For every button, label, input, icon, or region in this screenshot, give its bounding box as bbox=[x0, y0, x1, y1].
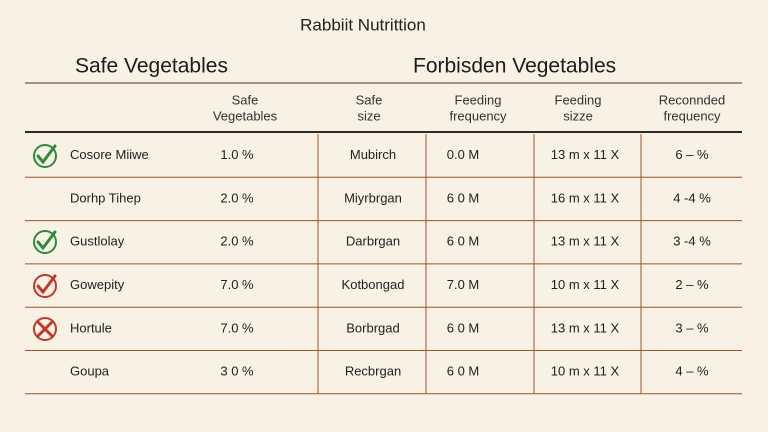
cell: 2 – % bbox=[675, 277, 709, 292]
cell: Darbrgan bbox=[346, 234, 400, 249]
cell: 6 0 M bbox=[447, 320, 480, 335]
cell: 13 m x 11 X bbox=[551, 234, 620, 249]
check-icon bbox=[33, 230, 57, 254]
cell: 6 – % bbox=[675, 147, 709, 162]
cell: 3 0 % bbox=[220, 364, 254, 379]
column-header: Vegetables bbox=[213, 108, 278, 123]
cell: 16 m x 11 X bbox=[551, 190, 620, 205]
warning-check-icon bbox=[33, 274, 57, 298]
cell: Kotbongad bbox=[342, 277, 405, 292]
cell: 7.0 M bbox=[447, 277, 480, 292]
section-heading: Forbisden Vegetables bbox=[413, 55, 616, 78]
cell: 4 -4 % bbox=[673, 190, 711, 205]
column-header: frequency bbox=[449, 108, 507, 123]
row-name: Goupa bbox=[70, 364, 110, 379]
cell: 0.0 M bbox=[447, 147, 480, 162]
column-header: sizze bbox=[563, 108, 593, 123]
cell: 7.0 % bbox=[220, 320, 254, 335]
cell: 3 -4 % bbox=[673, 234, 711, 249]
cell: 13 m x 11 X bbox=[551, 320, 620, 335]
column-header: Feeding bbox=[555, 92, 602, 107]
row-name: Hortule bbox=[70, 320, 112, 335]
column-header: Reconnded bbox=[659, 92, 726, 107]
cell: Miyrbrgan bbox=[344, 190, 402, 205]
cell: 6 0 M bbox=[447, 190, 480, 205]
cell: 10 m x 11 X bbox=[551, 277, 620, 292]
column-header: frequency bbox=[663, 108, 721, 123]
cell: Mubirch bbox=[350, 147, 396, 162]
column-header: Safe bbox=[356, 92, 383, 107]
check-icon bbox=[33, 144, 57, 168]
cell: 2.0 % bbox=[220, 190, 254, 205]
cell: Recbrgan bbox=[345, 364, 401, 379]
cell: 6 0 M bbox=[447, 234, 480, 249]
section-heading: Safe Vegetables bbox=[75, 55, 228, 78]
column-header: size bbox=[357, 108, 380, 123]
cell: 10 m x 11 X bbox=[551, 364, 620, 379]
cell: 1.0 % bbox=[220, 147, 254, 162]
cell: 3 – % bbox=[675, 320, 709, 335]
cell: 13 m x 11 X bbox=[551, 147, 620, 162]
cross-icon bbox=[33, 317, 57, 341]
cell: Borbrgad bbox=[346, 320, 399, 335]
row-name: Gustlolay bbox=[70, 234, 125, 249]
column-header: Feeding bbox=[455, 92, 502, 107]
row-name: Cosore Miiwe bbox=[70, 147, 149, 162]
column-header: Safe bbox=[232, 92, 259, 107]
cell: 7.0 % bbox=[220, 277, 254, 292]
row-name: Dorhp Tihep bbox=[70, 190, 141, 205]
row-name: Gowepity bbox=[70, 277, 125, 292]
title: Rabbiit Nutrittion bbox=[300, 15, 426, 34]
cell: 2.0 % bbox=[220, 234, 254, 249]
cell: 4 – % bbox=[675, 364, 709, 379]
cell: 6 0 M bbox=[447, 364, 480, 379]
